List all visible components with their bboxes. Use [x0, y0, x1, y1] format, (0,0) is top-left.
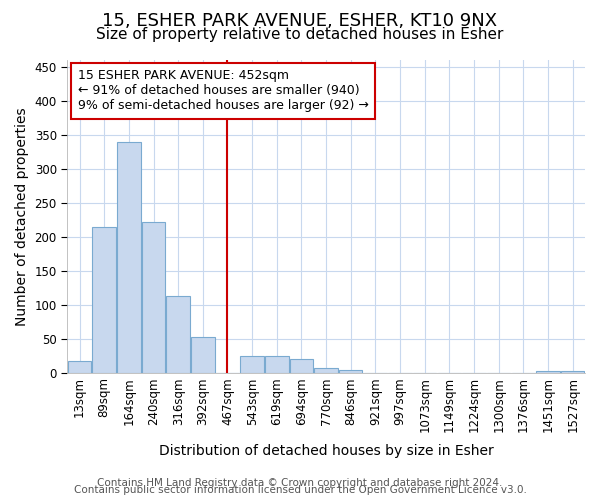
Bar — [241, 356, 264, 373]
Bar — [191, 337, 215, 373]
Bar — [68, 361, 91, 373]
Bar — [314, 368, 338, 373]
Bar — [339, 370, 362, 373]
Text: Size of property relative to detached houses in Esher: Size of property relative to detached ho… — [97, 28, 503, 42]
Bar — [92, 227, 116, 373]
Text: Contains public sector information licensed under the Open Government Licence v3: Contains public sector information licen… — [74, 485, 526, 495]
Text: Contains HM Land Registry data © Crown copyright and database right 2024.: Contains HM Land Registry data © Crown c… — [97, 478, 503, 488]
Text: 15, ESHER PARK AVENUE, ESHER, KT10 9NX: 15, ESHER PARK AVENUE, ESHER, KT10 9NX — [103, 12, 497, 30]
Bar — [561, 371, 584, 373]
Bar — [265, 356, 289, 373]
X-axis label: Distribution of detached houses by size in Esher: Distribution of detached houses by size … — [159, 444, 493, 458]
Text: 15 ESHER PARK AVENUE: 452sqm
← 91% of detached houses are smaller (940)
9% of se: 15 ESHER PARK AVENUE: 452sqm ← 91% of de… — [77, 70, 368, 112]
Bar — [117, 142, 140, 373]
Bar — [142, 222, 165, 373]
Bar — [536, 371, 560, 373]
Bar — [290, 360, 313, 373]
Y-axis label: Number of detached properties: Number of detached properties — [15, 107, 29, 326]
Bar — [166, 296, 190, 373]
